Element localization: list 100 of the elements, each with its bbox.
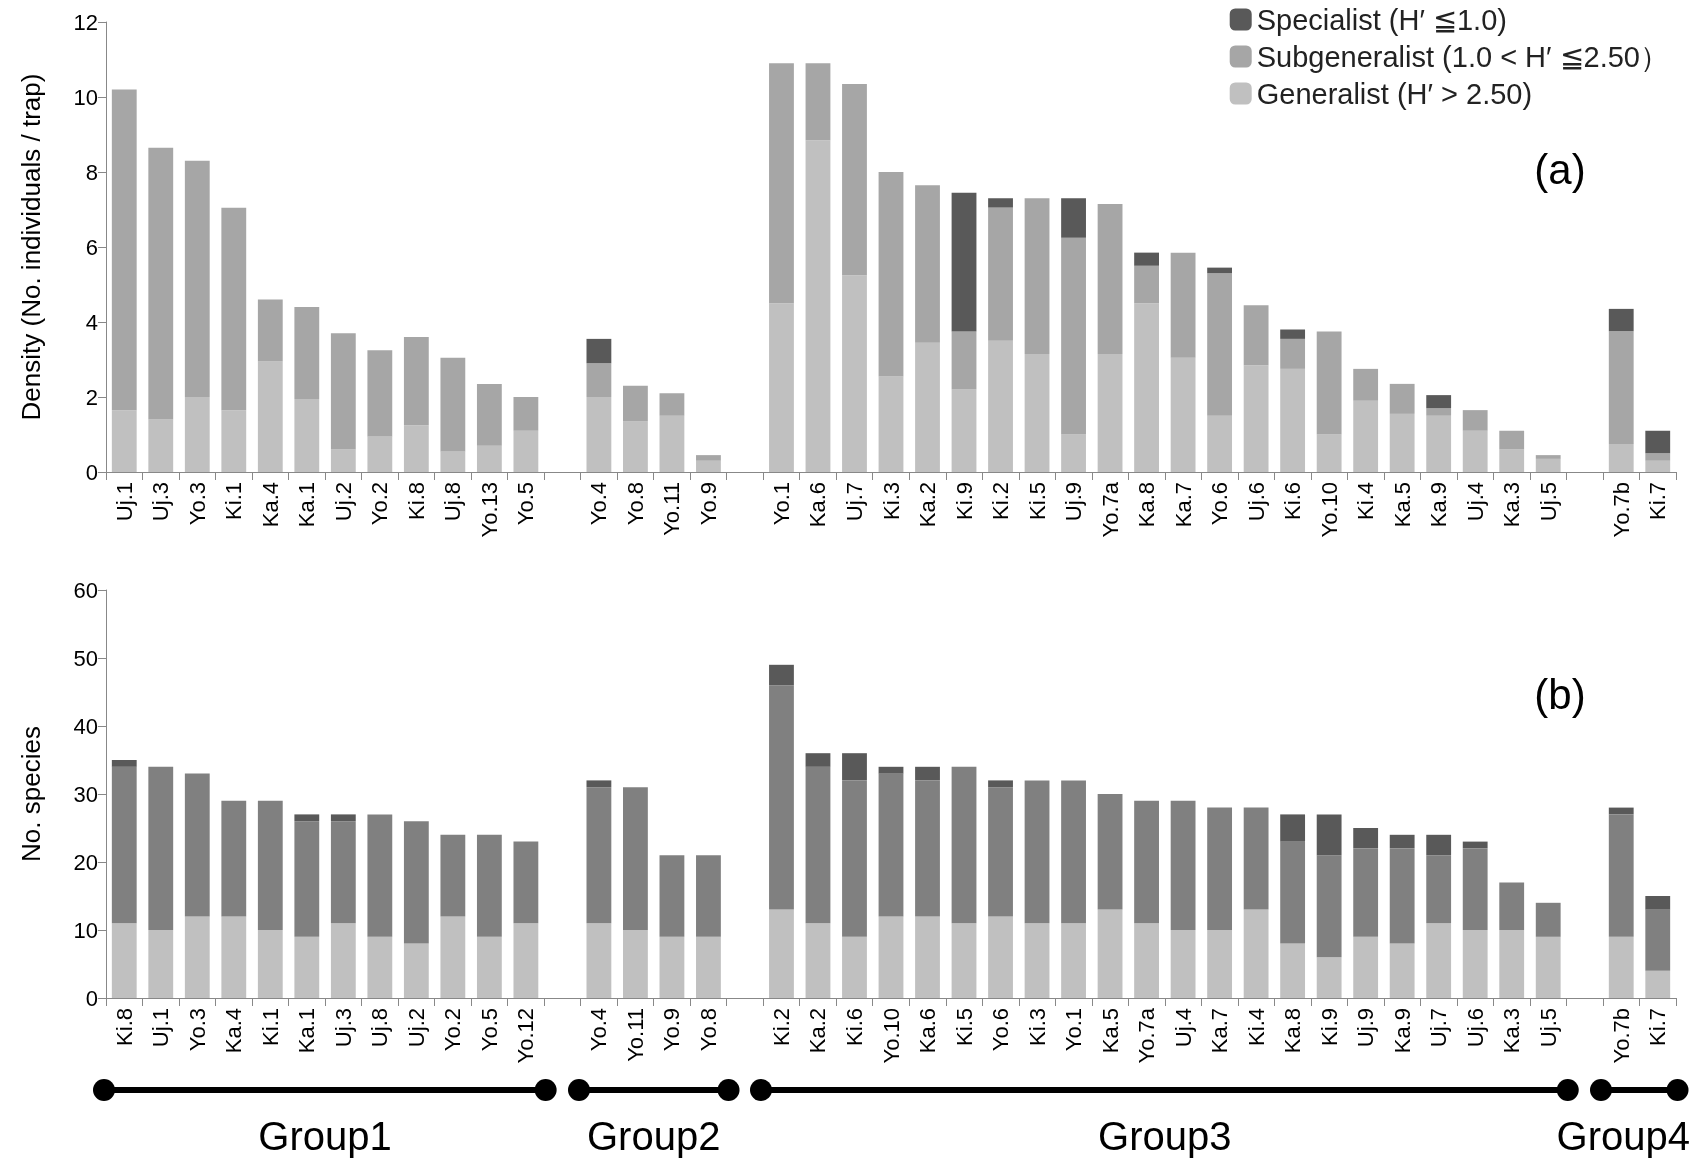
- bar: [440, 834, 466, 917]
- bar: [1243, 807, 1269, 910]
- bar: [111, 923, 137, 998]
- bar: [1353, 848, 1379, 937]
- y-axis-title: No. species: [16, 726, 46, 862]
- bar: [1645, 970, 1671, 998]
- bar: [403, 943, 429, 998]
- bar: [1243, 365, 1269, 472]
- x-tick-label: Ki.7: [1645, 482, 1671, 520]
- y-tick-label: 12: [73, 9, 98, 35]
- y-tick-label: 10: [73, 84, 98, 110]
- bar: [988, 340, 1013, 472]
- x-tick-label: Yo.11: [659, 482, 685, 536]
- bar: [951, 923, 977, 998]
- bar: [1207, 930, 1233, 998]
- bar: [623, 787, 648, 930]
- bar: [1280, 943, 1306, 998]
- x-tick-label: Yo.1: [1061, 1008, 1087, 1052]
- x-tick-label: Ki.5: [1024, 482, 1050, 520]
- bar: [1134, 265, 1159, 304]
- x-tick-label: Uj.5: [1535, 482, 1561, 522]
- bar: [623, 930, 648, 998]
- bar: [1499, 882, 1525, 930]
- bar: [1134, 800, 1159, 924]
- bar: [111, 410, 137, 472]
- y-tick-label: 30: [73, 781, 98, 807]
- x-tick-label: Ka.4: [221, 1008, 247, 1054]
- x-tick-label: Uj.5: [1535, 1008, 1561, 1048]
- bar: [1353, 368, 1379, 401]
- bar: [659, 393, 685, 416]
- x-tick-label: Yo.6: [988, 1008, 1014, 1052]
- x-tick-label: Ka.8: [1280, 1008, 1306, 1054]
- bar: [1499, 430, 1525, 450]
- x-tick-label: Yo.8: [695, 1008, 721, 1052]
- bar: [878, 376, 904, 472]
- x-tick-label: Ka.1: [294, 482, 320, 528]
- bar: [586, 787, 612, 924]
- bar: [1170, 800, 1196, 930]
- y-tick-label: 0: [85, 985, 98, 1011]
- bar: [1316, 434, 1342, 472]
- x-tick-label: Yo.5: [513, 482, 539, 526]
- bar: [1024, 353, 1050, 472]
- x-tick-label: Yo.3: [184, 482, 210, 526]
- x-tick-label: Ki.9: [1316, 1008, 1342, 1046]
- bar: [1097, 203, 1123, 354]
- bar: [1608, 814, 1634, 937]
- x-tick-label: Yo.5: [476, 1008, 502, 1052]
- y-tick-label: 4: [85, 309, 98, 335]
- bar: [769, 664, 794, 686]
- bar: [1024, 780, 1050, 924]
- bar: [1389, 943, 1415, 998]
- bar: [805, 766, 831, 924]
- bar: [805, 140, 831, 472]
- bar: [1389, 834, 1415, 849]
- x-tick-label: Uj.4: [1462, 482, 1488, 522]
- y-tick-label: 10: [73, 917, 98, 943]
- bar: [1426, 395, 1452, 409]
- legend-label: Generalist (H′ > 2.50): [1256, 77, 1533, 110]
- bar: [111, 89, 137, 411]
- bar: [878, 916, 904, 998]
- x-tick-label: Uj.3: [330, 1008, 356, 1048]
- bar: [1645, 430, 1671, 454]
- bar: [1462, 848, 1488, 930]
- bar: [696, 455, 721, 461]
- x-tick-label: Yo.10: [878, 1008, 904, 1064]
- bar: [148, 147, 174, 420]
- bar: [294, 814, 320, 822]
- bar: [1645, 453, 1671, 461]
- x-tick-label: Ka.7: [1207, 1008, 1233, 1054]
- x-tick-label: Ki.7: [1645, 1008, 1671, 1046]
- x-tick-label: Uj.7: [841, 482, 867, 522]
- x-tick-label: Ki.8: [111, 1008, 137, 1046]
- x-tick-label: Uj.1: [111, 482, 137, 522]
- bar: [915, 916, 940, 998]
- x-tick-label: Yo.7a: [1097, 481, 1123, 538]
- bar: [1024, 198, 1050, 354]
- bar: [1134, 923, 1159, 998]
- legend-label: Specialist (H′ ≦1.0): [1256, 3, 1507, 36]
- bar: [221, 800, 247, 917]
- bar: [1061, 237, 1086, 435]
- bar: [769, 685, 794, 910]
- bar: [659, 415, 685, 472]
- bar: [623, 385, 648, 422]
- x-tick-label: Uj.7: [1426, 1008, 1452, 1048]
- bar: [476, 834, 502, 937]
- x-tick-label: Ka.7: [1170, 482, 1196, 528]
- text: Group1: [258, 1113, 392, 1159]
- bar: [221, 207, 247, 411]
- x-tick-label: Ki.5: [951, 1008, 977, 1046]
- bar: [1353, 400, 1379, 472]
- bar: [148, 930, 174, 998]
- x-tick-label: Yo.10: [1316, 482, 1342, 538]
- bar: [951, 331, 977, 390]
- bar: [1462, 430, 1488, 472]
- y-tick-label: 6: [85, 234, 98, 260]
- x-tick-label: Yo.4: [586, 1008, 612, 1052]
- bar: [1061, 198, 1086, 238]
- x-tick-label: Uj.3: [148, 482, 174, 522]
- bar: [111, 760, 137, 767]
- bar: [1426, 408, 1452, 416]
